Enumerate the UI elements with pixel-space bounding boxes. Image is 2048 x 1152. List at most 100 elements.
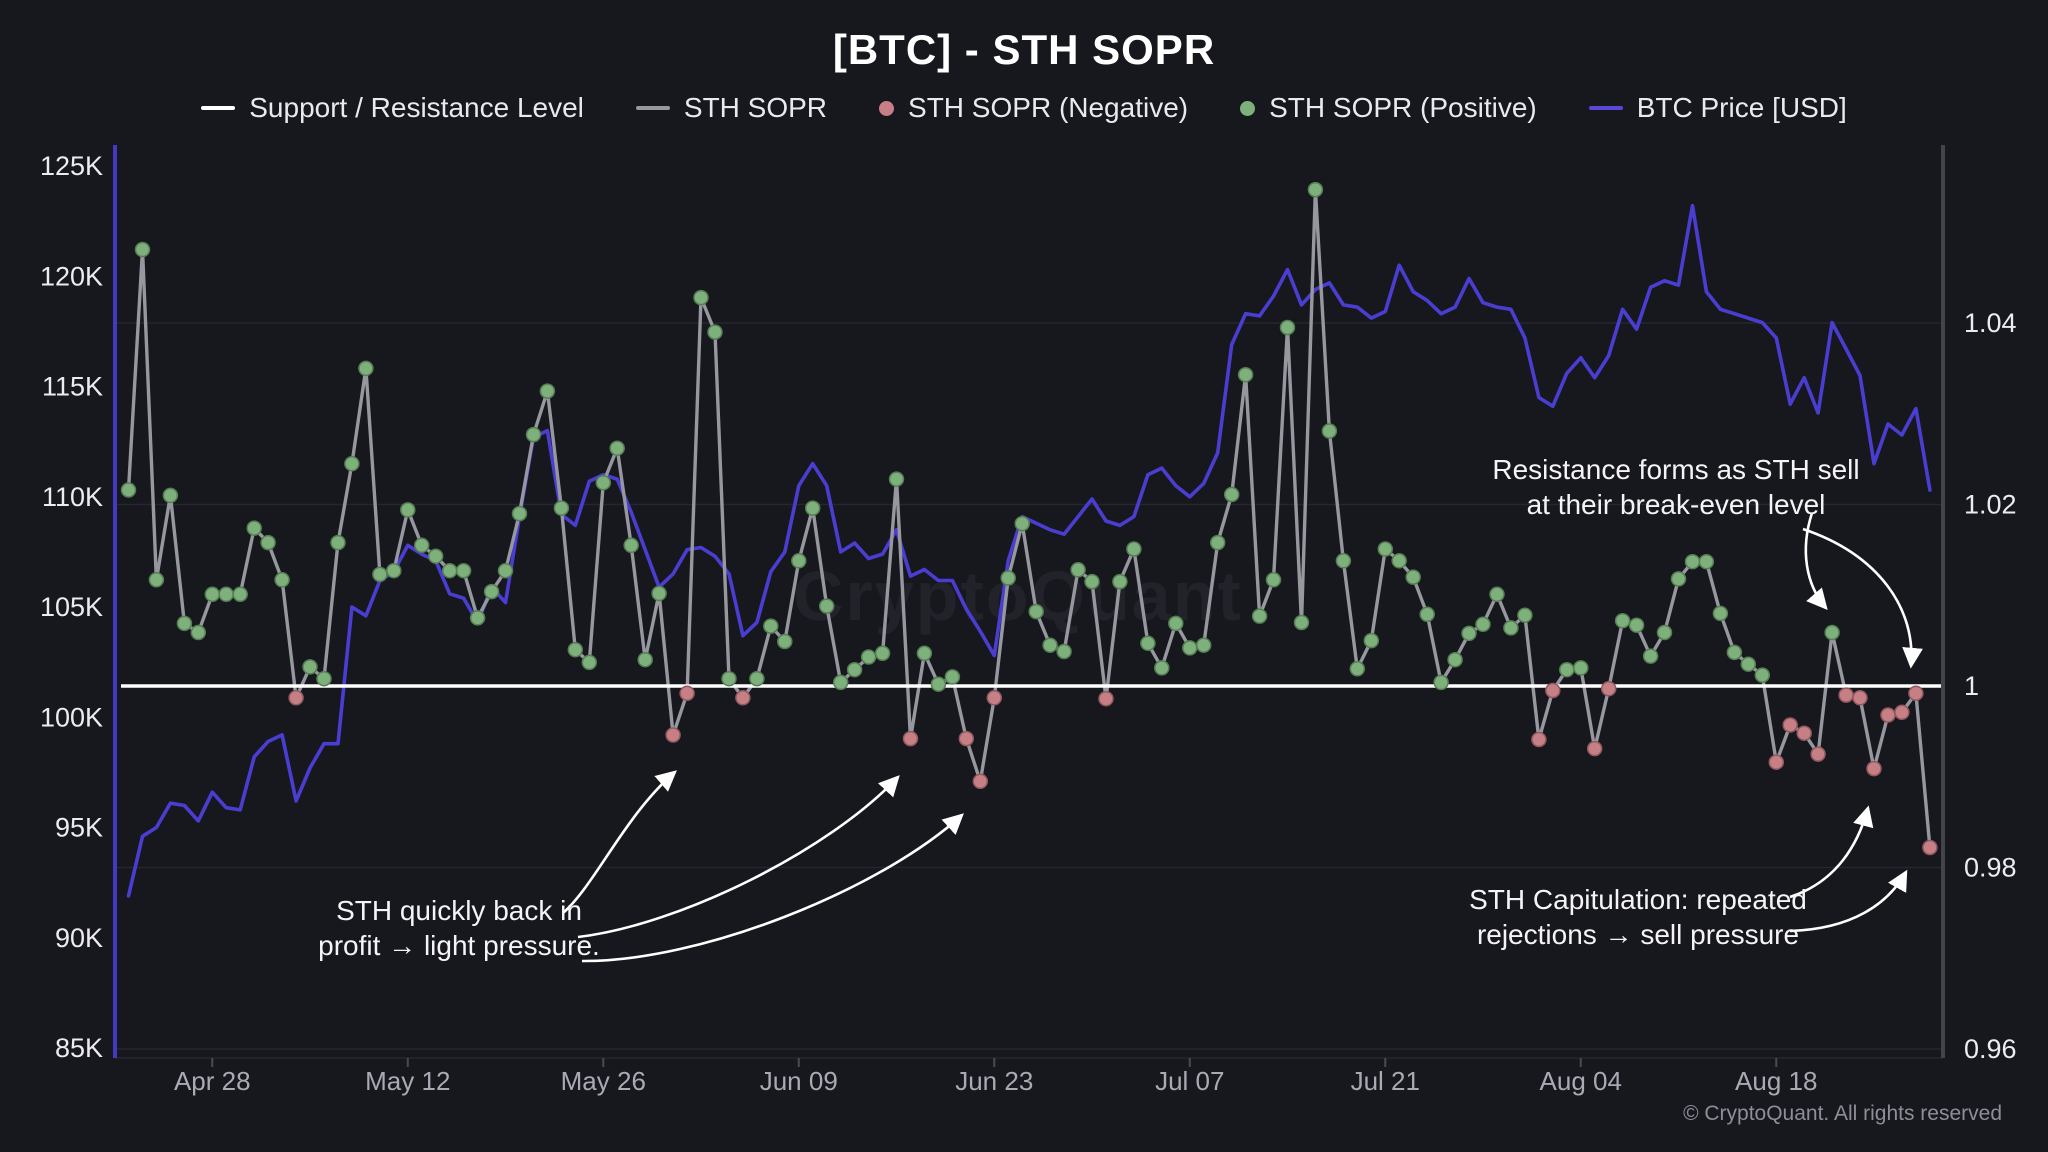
sopr-positive-point (1154, 660, 1170, 676)
sopr-positive-point (162, 487, 179, 504)
sopr-positive-point (1293, 614, 1310, 631)
legend: Support / Resistance Level STH SOPR STH … (0, 92, 2048, 124)
sopr-positive-point (386, 562, 402, 579)
sopr-positive-point (609, 440, 625, 456)
x-tick-label: Apr 28 (174, 1066, 251, 1096)
x-tick-label: Jun 09 (760, 1066, 838, 1096)
sopr-positive-point (1140, 635, 1156, 652)
sopr-positive-point (330, 534, 346, 551)
sopr-positive-point (1475, 616, 1491, 633)
sopr-positive-point (553, 500, 570, 516)
sopr-positive-point (818, 598, 835, 614)
sopr-positive-point (1391, 553, 1407, 569)
legend-item-sth-sopr[interactable]: STH SOPR (635, 92, 828, 124)
sopr-positive-point (846, 661, 863, 678)
profit-annotation-arrow-3 (581, 813, 964, 963)
sopr-positive-point (302, 659, 318, 675)
sopr-positive-point (1419, 606, 1435, 623)
y-right-tick-label: 1 (1964, 671, 1979, 701)
annotation-resistance: Resistance forms as STH sell at their br… (1490, 452, 1862, 522)
sopr-positive-point (581, 654, 598, 671)
sopr-positive-point (1112, 573, 1128, 590)
sopr-positive-dot-icon (1240, 100, 1256, 116)
annotation-arrows (562, 512, 1923, 963)
legend-item-sopr-negative[interactable]: STH SOPR (Negative) (879, 92, 1188, 124)
annotation-line: Resistance forms as STH sell (1492, 454, 1860, 485)
sopr-negative-point (1768, 754, 1785, 770)
sopr-positive-point (372, 566, 388, 583)
y-right-tick-label: 0.98 (1964, 853, 2017, 883)
sopr-positive-point (791, 553, 807, 569)
copyright-notice: © CryptoQuant. All rights reserved (1683, 1102, 2002, 1125)
sopr-negative-point (735, 690, 751, 706)
legend-item-btc-price[interactable]: BTC Price [USD] (1588, 92, 1847, 124)
legend-item-support-resistance[interactable]: Support / Resistance Level (201, 92, 584, 124)
capitulation-annotation-arrow-2 (1789, 869, 1908, 933)
sopr-positive-point (1056, 643, 1072, 660)
sopr-positive-point (344, 455, 360, 472)
y-left-tick-label: 95K (55, 813, 103, 843)
annotation-line: profit → light pressure. (318, 930, 600, 961)
sopr-negative-point (665, 727, 681, 743)
sopr-negative-point (958, 730, 975, 747)
sopr-positive-point (316, 670, 332, 687)
sopr-positive-point (1014, 515, 1030, 532)
sopr-negative-point (1852, 690, 1868, 706)
sopr-positive-point (637, 651, 653, 668)
legend-label: Support / Resistance Level (249, 92, 584, 123)
sopr-negative-dot-icon (879, 100, 895, 116)
sopr-positive-point (763, 618, 779, 634)
sopr-positive-point (469, 610, 486, 626)
x-tick-label: Aug 04 (1540, 1066, 1622, 1096)
x-tick-label: Aug 18 (1735, 1066, 1817, 1096)
sopr-positive-point (120, 482, 137, 498)
sopr-positive-point (1195, 637, 1212, 653)
sopr-positive-point (539, 383, 556, 399)
sopr-positive-point (400, 502, 416, 518)
sopr-positive-point (1349, 661, 1366, 677)
sopr-positive-point (1670, 571, 1687, 587)
sopr-positive-point (1182, 640, 1198, 656)
sopr-positive-point (1656, 624, 1673, 641)
y-right-tick-label: 1.02 (1964, 490, 2017, 520)
y-left-tick-label: 85K (55, 1033, 103, 1063)
sopr-positive-point (525, 426, 542, 443)
sopr-positive-point (260, 534, 276, 551)
y-right-tick-label: 1.04 (1964, 308, 2017, 338)
sopr-positive-point (860, 649, 877, 665)
annotation-line: rejections → sell pressure (1476, 919, 1800, 950)
legend-label: STH SOPR (Positive) (1269, 92, 1537, 123)
sopr-positive-point (804, 500, 821, 516)
sopr-negative-point (1098, 690, 1114, 707)
sopr-positive-point (1279, 319, 1296, 336)
x-tick-label: Jul 21 (1351, 1066, 1420, 1096)
x-tick-label: May 26 (561, 1066, 646, 1096)
sopr-negative-point (1908, 685, 1924, 702)
btc-price-dash-icon (1588, 106, 1623, 110)
profit-annotation-arrow-1 (562, 770, 677, 914)
legend-item-sopr-positive[interactable]: STH SOPR (Positive) (1240, 92, 1537, 124)
sopr-negative-point (679, 685, 695, 702)
sopr-positive-point (1573, 660, 1589, 676)
y-left-tick-label: 120K (40, 261, 103, 291)
sopr-positive-point (1698, 553, 1715, 570)
y-right-tick-label: 0.96 (1964, 1034, 2017, 1064)
sopr-positive-point (1070, 562, 1086, 578)
y-left-tick-label: 115K (42, 372, 103, 402)
sopr-positive-point (232, 586, 248, 603)
sopr-positive-point (1405, 569, 1421, 585)
sopr-positive-point (1740, 656, 1757, 672)
y-left-tick-label: 110K (42, 482, 103, 512)
sopr-positive-point (1265, 572, 1282, 588)
sopr-positive-point (204, 586, 221, 603)
sopr-positive-point (1237, 366, 1254, 383)
sopr-positive-point (1223, 486, 1240, 503)
sopr-positive-point (1042, 637, 1058, 653)
sopr-positive-point (1321, 423, 1338, 439)
sopr-negative-point (986, 690, 1003, 706)
sopr-negative-point (1796, 725, 1812, 741)
sopr-positive-point (1642, 648, 1659, 664)
sopr-positive-point (1028, 603, 1044, 620)
legend-label: STH SOPR (683, 92, 828, 123)
sopr-positive-point (721, 670, 737, 687)
